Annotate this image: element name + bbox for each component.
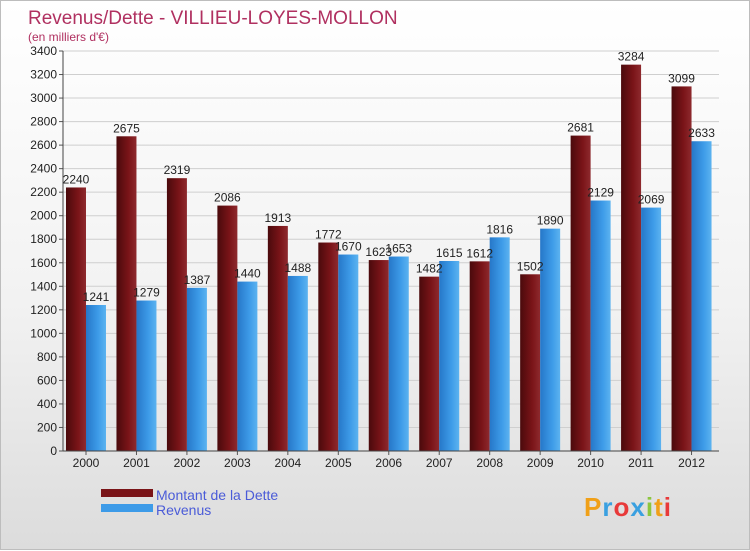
x-tick-label: 2002: [174, 456, 201, 470]
value-label-dette: 1502: [517, 259, 544, 273]
x-tick-label: 2001: [123, 456, 150, 470]
value-label-revenus: 1816: [486, 222, 513, 236]
x-tick-label: 2004: [274, 456, 301, 470]
x-tick-label: 2011: [628, 456, 654, 470]
bar-dette: [318, 242, 339, 451]
bar-revenus: [86, 305, 106, 451]
value-label-revenus: 1653: [385, 242, 412, 256]
x-tick-label: 2009: [527, 456, 554, 470]
value-label-revenus: 1615: [436, 246, 463, 260]
y-tick-label: 800: [37, 350, 57, 364]
legend-label-revenus: Revenus: [156, 502, 211, 518]
bar-revenus: [338, 254, 359, 451]
legend-swatch-revenus: [101, 504, 153, 512]
value-label-revenus: 1440: [234, 267, 261, 281]
bar-revenus: [691, 141, 712, 451]
y-tick-label: 1600: [30, 256, 57, 270]
bar-revenus: [590, 200, 611, 451]
value-label-dette: 3284: [618, 50, 645, 64]
value-label-dette: 2681: [567, 121, 594, 135]
x-tick-label: 2010: [577, 456, 604, 470]
value-label-revenus: 1488: [284, 261, 311, 275]
y-tick-label: 1800: [30, 232, 57, 246]
value-label-dette: 2086: [214, 191, 241, 205]
bar-group: [66, 64, 712, 452]
value-label-revenus: 1241: [83, 290, 110, 304]
x-tick-label: 2000: [73, 456, 100, 470]
y-tick-label: 3400: [30, 44, 57, 58]
bar-dette: [419, 276, 440, 451]
value-label-dette: 1913: [264, 211, 291, 225]
bar-dette: [116, 136, 137, 451]
x-tick-label: 2003: [224, 456, 251, 470]
y-tick-label: 2800: [30, 115, 57, 129]
x-tick-label: 2008: [476, 456, 503, 470]
y-tick-label: 1200: [30, 303, 57, 317]
value-label-revenus: 1890: [537, 214, 564, 228]
bar-dette: [621, 64, 642, 451]
value-label-revenus: 2633: [688, 126, 715, 140]
bar-revenus: [540, 228, 561, 451]
bar-revenus: [287, 275, 308, 451]
y-tick-label: 2000: [30, 209, 57, 223]
bar-dette: [166, 178, 187, 452]
bar-revenus: [489, 237, 510, 451]
svg-text:Proxiti: Proxiti: [584, 492, 672, 522]
bar-revenus: [237, 281, 258, 451]
value-label-revenus: 1387: [184, 273, 211, 287]
y-tick-label: 2200: [30, 185, 57, 199]
bar-dette: [671, 86, 692, 451]
chart-title: Revenus/Dette - VILLIEU-LOYES-MOLLON: [28, 8, 398, 29]
x-tick-label: 2006: [375, 456, 402, 470]
x-tick-label: 2007: [426, 456, 453, 470]
bar-dette: [520, 274, 541, 451]
y-tick-label: 400: [37, 397, 57, 411]
y-tick-label: 3200: [30, 68, 57, 82]
value-label-dette: 2319: [164, 163, 191, 177]
bar-revenus: [388, 256, 409, 451]
proxiti-logo: Proxiti: [584, 492, 672, 522]
bar-dette: [368, 260, 389, 451]
y-tick-label: 0: [50, 444, 57, 458]
bar-revenus: [136, 300, 157, 451]
x-tick-label: 2012: [678, 456, 705, 470]
y-tick-label: 600: [37, 373, 57, 387]
value-label-revenus: 2129: [587, 186, 614, 200]
x-axis-ticks: 2000 2001 2002 2003 2004 2005 2006 2007 2008 2009…: [73, 451, 705, 470]
y-axis-ticks: 0 200 400 600 800 1000 1200 1400 1600 1800 2000 220…: [30, 44, 63, 458]
bar-dette: [66, 187, 86, 451]
y-tick-label: 2400: [30, 162, 57, 176]
value-label-dette: 1623: [365, 245, 392, 259]
value-label-revenus: 1670: [335, 240, 362, 254]
legend: Montant de la Dette Revenus: [101, 487, 278, 518]
x-tick-label: 2005: [325, 456, 352, 470]
y-tick-label: 1000: [30, 326, 57, 340]
value-label-dette: 1482: [416, 262, 443, 276]
y-tick-label: 3000: [30, 91, 57, 105]
value-label-dette: 2240: [63, 172, 90, 186]
chart-subtitle: (en milliers d'€): [28, 30, 109, 44]
bar-revenus: [186, 287, 207, 451]
y-tick-label: 200: [37, 420, 57, 434]
bar-revenus: [439, 261, 460, 451]
bar-dette: [267, 225, 288, 451]
bar-revenus: [641, 207, 662, 451]
y-tick-label: 1400: [30, 279, 57, 293]
value-label-dette: 2675: [113, 121, 140, 135]
value-labels: 2240 1241 2675 1279 2319 1387 2086 1440 1913 1488…: [63, 50, 716, 304]
legend-swatch-dette: [101, 489, 153, 497]
value-label-dette: 1612: [466, 246, 493, 260]
value-label-dette: 3099: [668, 71, 695, 85]
legend-label-dette: Montant de la Dette: [156, 487, 278, 503]
bar-dette: [469, 261, 490, 451]
y-tick-label: 2600: [30, 138, 57, 152]
value-label-revenus: 2069: [638, 193, 665, 207]
bar-dette: [570, 135, 591, 451]
value-label-dette: 1772: [315, 228, 342, 242]
value-label-revenus: 1279: [133, 286, 160, 300]
bar-dette: [217, 205, 238, 451]
